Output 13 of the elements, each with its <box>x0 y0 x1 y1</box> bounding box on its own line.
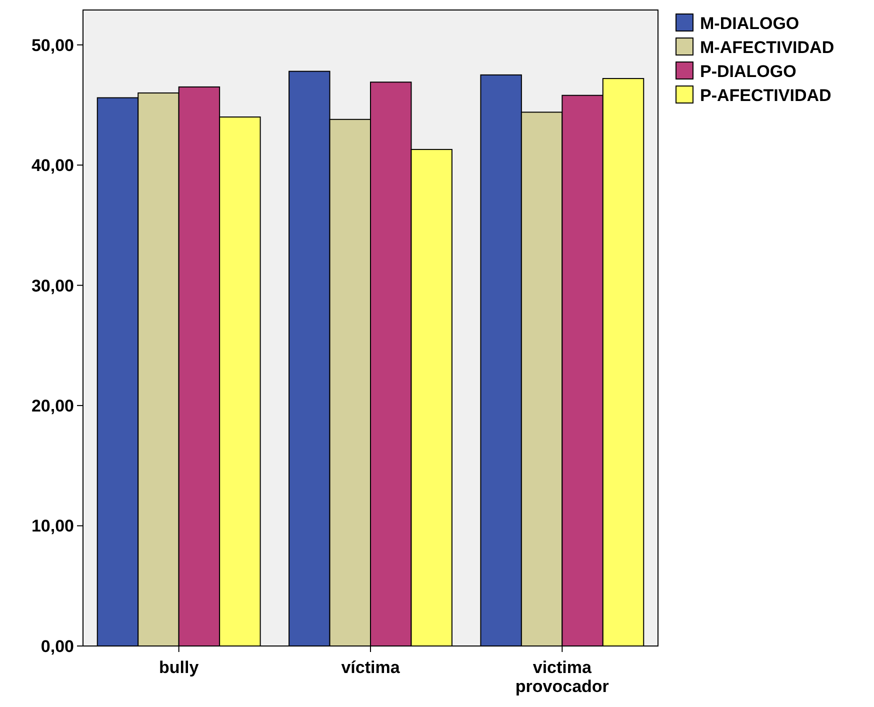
y-tick-label: 50,00 <box>31 36 74 55</box>
legend-label: M-AFECTIVIDAD <box>700 38 834 57</box>
y-tick-label: 40,00 <box>31 156 74 176</box>
legend-label: M-DIALOGO <box>700 14 800 33</box>
y-tick-label: 30,00 <box>31 276 74 296</box>
x-tick-label: víctima <box>341 658 400 677</box>
legend-label: P-DIALOGO <box>700 62 796 81</box>
x-tick-label: victima provocador <box>515 658 610 696</box>
y-tick-label: 0,00 <box>40 636 74 656</box>
x-tick-label: bully <box>158 658 200 677</box>
y-tick-label: 20,00 <box>31 396 74 416</box>
legend-label: P-AFECTIVIDAD <box>700 86 832 105</box>
y-tick-label: 10,00 <box>31 516 74 536</box>
